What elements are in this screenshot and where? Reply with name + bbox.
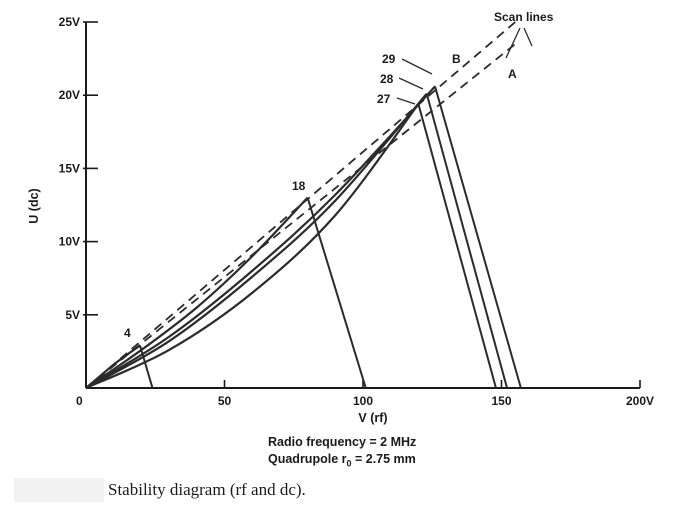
label-scan-a: A (508, 67, 517, 81)
y-tick-label: 25V (59, 15, 80, 29)
figure-caption: Stability diagram (rf and dc). (108, 480, 306, 499)
boundary-curve-28 (85, 93, 428, 389)
note-quadrupole-sub: 0 (346, 458, 352, 469)
scan-lines (85, 21, 516, 389)
note-quadrupole: Quadrupole r0 = 2.75 mm (268, 452, 416, 469)
x-tick-label: 50 (218, 394, 232, 408)
scan-line-b (85, 21, 516, 389)
leader-27 (396, 97, 416, 105)
drop-line-4 (139, 345, 154, 389)
caption-marker (14, 478, 104, 502)
x-tick-label: 200V (626, 394, 654, 408)
scan-line-a (85, 43, 516, 389)
drop-line-18 (306, 197, 367, 389)
note-quadrupole-suffix: = 2.75 mm (351, 452, 416, 466)
drop-line-28 (425, 93, 509, 389)
boundary-curve-18 (85, 196, 309, 389)
x-tick-label: 100 (353, 394, 373, 408)
label-27: 27 (377, 92, 391, 106)
axes (85, 22, 640, 389)
label-29: 29 (382, 52, 396, 66)
note-quadrupole-prefix: Quadrupole r (268, 452, 347, 466)
y-tick-label: 10V (59, 235, 80, 249)
leader-29 (401, 58, 433, 75)
label-28: 28 (380, 72, 394, 86)
leader-28 (398, 77, 424, 90)
label-scan-lines: Scan lines (494, 10, 554, 24)
note-frequency-text: Radio frequency = 2 MHz (268, 435, 417, 449)
label-18: 18 (292, 179, 306, 193)
tick-labels: 0 50 100 150 200V 5V 10V 15V 20V 25V (59, 15, 654, 408)
y-tick-label: 5V (65, 308, 80, 322)
label-leaders (396, 27, 533, 105)
annotation-labels: Scan lines A B 4 18 27 28 29 (124, 10, 554, 340)
x-axis-title: V (rf) (358, 411, 387, 425)
y-tick-label: 20V (59, 88, 80, 102)
boundary-curve-29 (85, 85, 436, 389)
ticks (83, 21, 641, 388)
boundary-curves (85, 85, 436, 390)
label-scan-b: B (452, 52, 461, 66)
drop-lines (139, 86, 522, 389)
label-4: 4 (124, 326, 131, 340)
leader-scan-a (505, 27, 521, 59)
note-frequency: Radio frequency = 2 MHz (268, 435, 416, 449)
y-axis-title: U (dc) (27, 188, 41, 223)
x-tick-label: 0 (76, 394, 83, 408)
boundary-curve-27 (85, 103, 420, 390)
drop-line-27 (417, 103, 497, 389)
leader-scan-b (523, 27, 533, 47)
y-tick-label: 15V (59, 161, 80, 175)
x-tick-label: 150 (491, 394, 511, 408)
drop-line-29 (434, 86, 522, 389)
boundary-curve-4 (85, 344, 141, 389)
